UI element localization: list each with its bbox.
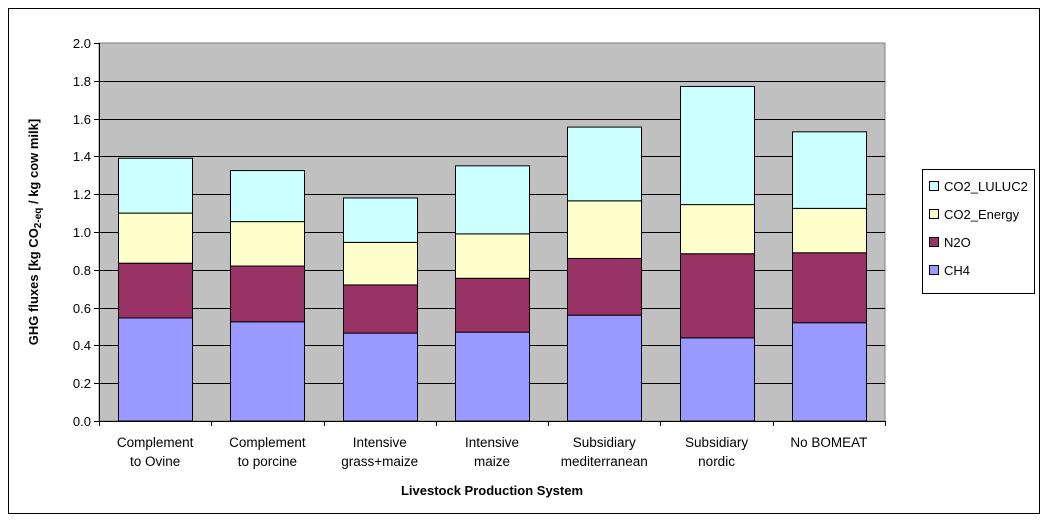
x-tick-label-line: Subsidiary [685,435,748,450]
bar-segment-ch4 [680,337,755,422]
x-tick-label-line: Complement [229,435,306,450]
legend-label: CO2_Energy [944,207,1020,222]
y-tick-label: 0.6 [73,301,91,316]
legend: CO2_LULUC2 CO2_Energy N2O CH4 [922,169,1035,294]
legend-label: CO2_LULUC2 [944,179,1028,194]
bar-segment-n2o [455,277,530,333]
legend-box [922,169,1035,294]
bar-segment-co2-energy [792,207,867,254]
x-tick-label-line: Intensive [353,435,407,450]
x-tick-label-line: nordic [698,454,735,469]
bar-segment-co2-luluc2 [792,131,867,209]
legend-swatch [929,237,939,247]
y-tick-label: 1.8 [73,74,91,89]
bar-segment-co2-energy [118,212,193,264]
bar-group [118,85,867,422]
y-axis-title-subscript: 2-eq [33,208,44,229]
legend-swatch [929,209,939,219]
x-tick-label: No BOMEAT [790,435,867,450]
bar-segment-co2-energy [567,200,642,259]
x-tick-label-line: No BOMEAT [790,435,867,450]
x-tick-label-line: maize [474,454,510,469]
x-tick-label-line: to Ovine [130,454,180,469]
bar-segment-co2-luluc2 [455,165,530,235]
bar-segment-co2-energy [455,233,530,279]
x-tick-label-line: grass+maize [341,454,418,469]
bar-segment-ch4 [230,321,305,422]
x-tick-label: Intensive grass+maize [341,435,418,469]
x-tick-label-line: mediterranean [561,454,648,469]
bar-segment-n2o [680,253,755,339]
x-tick-label: Complement to Ovine [117,435,194,469]
x-tick-label-line: Intensive [465,435,519,450]
y-axis-title: GHG fluxes [kg CO2-eq / kg cow milk] [26,119,44,345]
y-tick-label: 1.2 [73,187,91,202]
x-axis-title: Livestock Production System [401,483,583,498]
bar-segment-ch4 [343,332,418,422]
x-tick-label-line: Complement [117,435,194,450]
bar-segment-co2-luluc2 [230,170,305,223]
bar-segment-ch4 [118,317,193,422]
x-tick-label-line: Subsidiary [573,435,636,450]
bar-segment-n2o [792,252,867,324]
bar-segment-n2o [118,262,193,319]
bar-segment-ch4 [567,314,642,422]
legend-label: CH4 [944,263,970,278]
y-axis: 0.0 0.2 0.4 0.6 0.8 1.0 1.2 1.4 1.6 1.8 2.0 [73,36,100,429]
legend-label: N2O [944,235,971,250]
legend-swatch [929,265,939,275]
y-tick-label: 1.6 [73,112,91,127]
y-tick-label: 1.0 [73,225,91,240]
y-tick-label: 0.4 [73,338,91,353]
legend-swatch [929,181,939,191]
x-tick-label: Subsidiary mediterranean [561,435,648,469]
x-tick-label: Subsidiary nordic [685,435,748,469]
bar-segment-co2-energy [680,204,755,255]
bar-segment-co2-energy [343,241,418,286]
x-axis: Complement to Ovine Complement to porcine In… [99,421,886,469]
y-tick-label: 0.0 [73,414,91,429]
bar-segment-co2-luluc2 [343,197,418,243]
bar-segment-co2-luluc2 [567,126,642,202]
bar-segment-n2o [230,265,305,323]
x-tick-label: Complement to porcine [229,435,306,469]
y-tick-label: 0.2 [73,376,91,391]
bar-segment-n2o [343,284,418,334]
x-tick-label: Intensive maize [465,435,519,469]
bar-segment-n2o [567,257,642,316]
x-tick-label-line: to porcine [238,454,297,469]
bar-segment-ch4 [792,322,867,422]
y-tick-label: 1.4 [73,149,91,164]
bar-segment-co2-energy [230,221,305,267]
bar-segment-ch4 [455,331,530,422]
bar-segment-co2-luluc2 [118,157,193,214]
bar-segment-co2-luluc2 [680,85,755,206]
y-tick-label: 0.8 [73,263,91,278]
y-tick-label: 2.0 [73,36,91,51]
